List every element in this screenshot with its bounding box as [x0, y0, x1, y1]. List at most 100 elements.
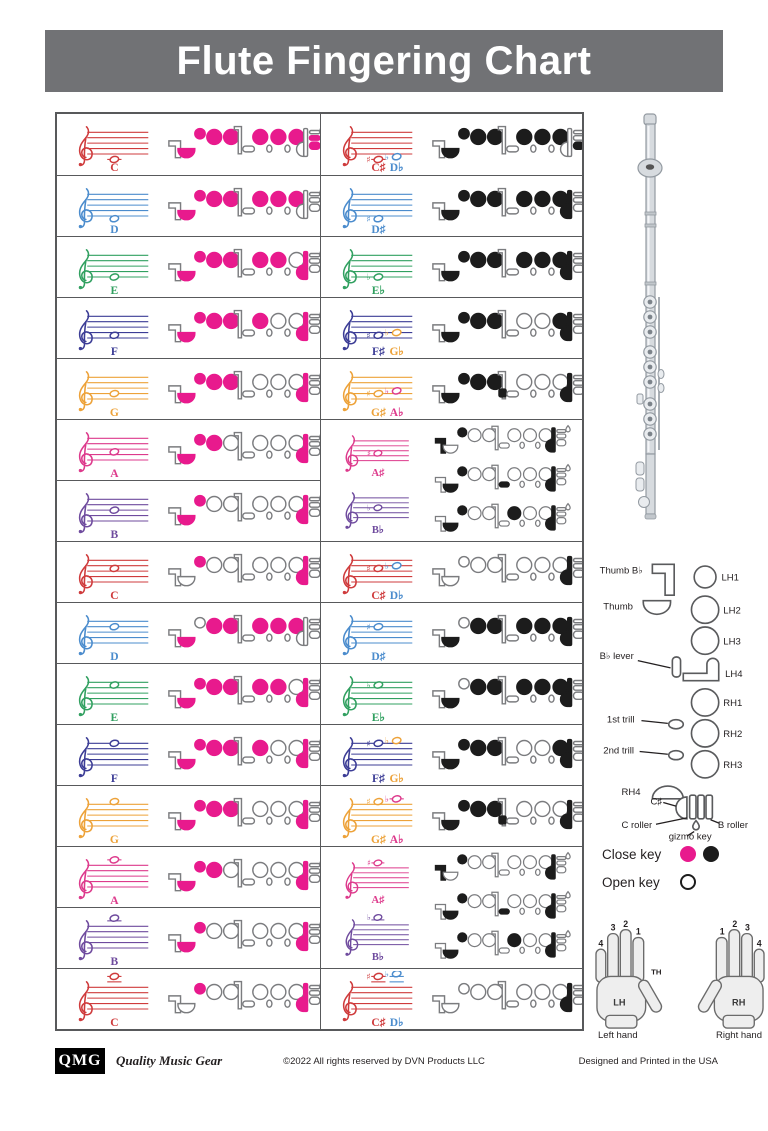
key-b-roller: [308, 374, 320, 380]
key-cis: [572, 813, 582, 822]
staff: F: [78, 736, 149, 784]
key-bb-lever: [242, 878, 256, 886]
accidental: ♭: [367, 504, 371, 513]
key-2nd-trill: [284, 328, 291, 337]
key-b-roller: [308, 740, 320, 746]
key-1st-trill: [529, 389, 537, 398]
staff-box: C: [57, 971, 165, 1028]
accidental: ♭: [366, 681, 370, 691]
key-2nd-trill: [284, 572, 291, 581]
key-lh2: [467, 467, 482, 482]
fingering-diagram: [168, 248, 320, 282]
legend: Close key Open key: [602, 846, 762, 902]
notehead: [372, 622, 383, 631]
key-lh3: [482, 933, 497, 948]
key-2nd-trill: [547, 328, 555, 337]
accidental: ♯: [367, 858, 371, 867]
accidental: ♯: [366, 214, 370, 224]
notehead: [109, 855, 120, 864]
key-lh4-lever: [233, 187, 243, 217]
notehead: [372, 330, 383, 339]
diagram-box: [165, 552, 320, 592]
foot-key: [635, 477, 645, 492]
key-rh1: [252, 373, 269, 391]
notehead: [391, 328, 402, 336]
notehead: [109, 272, 120, 281]
key-bb-lever: [505, 634, 519, 642]
accidental: ♭: [384, 794, 388, 804]
key-2nd-trill: [284, 267, 291, 276]
key-map-label: 1st trill: [607, 714, 635, 725]
key-cis: [556, 866, 567, 874]
staff: ♯ C♯ ♭ D♭: [342, 553, 412, 601]
key-rh1: [515, 190, 532, 208]
flute-key-hole: [647, 299, 653, 305]
close-key-magenta-icon: [680, 846, 696, 862]
key-dis-rh4: [295, 203, 305, 220]
key-lh1: [457, 738, 470, 751]
note-label: F: [111, 772, 118, 783]
fingering-diagram: [168, 675, 320, 709]
notehead: [373, 914, 383, 922]
key-bb-lever: [242, 695, 256, 703]
key-1st-trill: [266, 511, 273, 520]
key-1st-trill: [519, 868, 525, 877]
key-rh2: [270, 373, 287, 391]
key-thumb-bb: [168, 995, 182, 1014]
key-lh2: [206, 190, 223, 208]
key-2nd-trill: [547, 633, 555, 642]
treble-clef-icon: [342, 736, 357, 777]
key-thumb: [177, 636, 196, 648]
key-thumb: [440, 148, 460, 159]
key-2nd-trill: [284, 389, 291, 398]
key-lh1: [194, 433, 206, 446]
accidental: ♭: [384, 328, 388, 338]
key-c-roller: [572, 623, 582, 630]
staff-box: E: [57, 239, 165, 296]
key-dis-rh4: [295, 935, 305, 952]
fingering-row-cell: ♯ D♯: [319, 602, 582, 663]
key-lh1: [194, 250, 206, 263]
staff: A: [78, 855, 149, 906]
staff-box: F: [57, 300, 165, 357]
key-dis-rh4: [295, 141, 305, 158]
key-rh2: [522, 467, 538, 482]
treble-clef-icon: [342, 980, 357, 1021]
key-lh4-lever: [233, 919, 243, 949]
key-thumb: [440, 270, 460, 282]
notehead: [372, 797, 383, 805]
key-rh2: [270, 556, 287, 574]
key-b-roller: [572, 130, 582, 135]
key-cis: [308, 691, 320, 700]
key-b-roller: [308, 618, 320, 624]
key-lh1: [194, 616, 206, 629]
treble-clef-icon: [345, 919, 359, 957]
finger-number: 1: [720, 927, 725, 937]
key-rh2: [690, 718, 720, 748]
key-2nd-trill: [284, 144, 291, 154]
key-lh3: [222, 373, 240, 391]
key-lh4-lever: [497, 614, 506, 644]
key-lh1: [194, 372, 206, 385]
key-bb-lever: [505, 145, 519, 153]
accidental: ♯: [366, 564, 370, 574]
legend-open-row: Open key: [602, 874, 762, 890]
note-label: B: [111, 955, 119, 966]
key-c-roller: [572, 318, 582, 325]
key-lh1: [457, 799, 470, 812]
note-label: C♯: [371, 162, 385, 173]
key-bb-lever: [242, 573, 256, 581]
key-map-label: C roller: [621, 820, 653, 831]
key-rh1: [515, 800, 532, 818]
key-rh2: [533, 983, 551, 1001]
key-lh2: [206, 129, 223, 146]
key-dis-rh4: [295, 813, 305, 830]
key-lh4-lever: [233, 431, 243, 461]
fingering-row-cell: E: [57, 663, 320, 724]
key-thumb: [177, 148, 196, 159]
accidental: ♭: [384, 386, 388, 396]
key-lh3: [690, 626, 720, 656]
note-label: E: [111, 711, 119, 722]
diagram-box: [165, 247, 320, 287]
key-lh1: [457, 466, 468, 477]
